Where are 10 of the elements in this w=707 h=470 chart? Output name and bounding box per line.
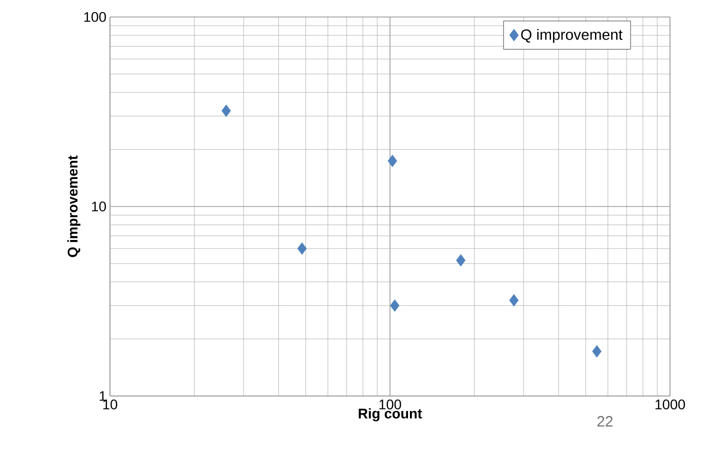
y-tick-label: 1 [100, 391, 106, 401]
text: 22 [597, 416, 613, 426]
y-axis-title: Q improvement [67, 156, 80, 258]
y-tick-label: 100 [84, 12, 106, 22]
x-tick-label: 100 [379, 400, 402, 410]
y-tick-label: 10 [92, 202, 106, 212]
legend-label: Q improvement [521, 28, 623, 43]
x-axis-title: Rig count [358, 408, 422, 422]
x-tick-label: 1000 [656, 400, 685, 410]
x-tick-label: 10 [103, 400, 118, 410]
